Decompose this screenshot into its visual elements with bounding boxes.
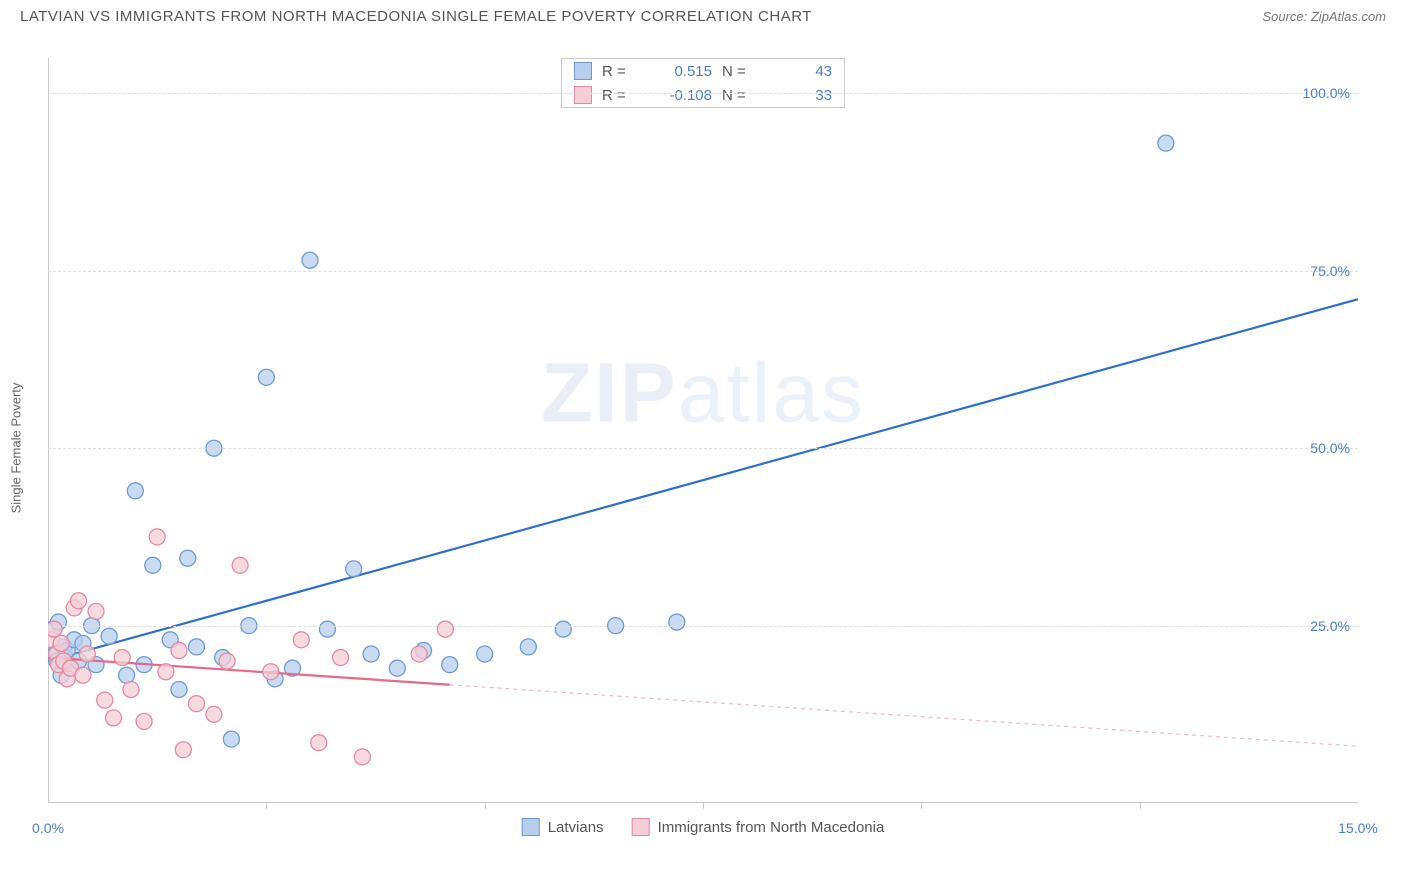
x-tick-mark	[1140, 803, 1141, 809]
legend-r-label: R =	[602, 63, 638, 80]
chart-title: LATVIAN VS IMMIGRANTS FROM NORTH MACEDON…	[20, 8, 812, 25]
scatter-svg	[48, 58, 1358, 803]
x-tick-mark	[921, 803, 922, 809]
plot-area: Single Female Poverty ZIPatlas R =0.515N…	[48, 58, 1358, 838]
series-legend: Latvians Immigrants from North Macedonia	[522, 818, 885, 836]
x-tick-mark	[266, 803, 267, 809]
legend-swatch	[574, 86, 592, 104]
legend-swatch	[574, 62, 592, 80]
gridline	[48, 626, 1358, 627]
x-tick-label: 15.0%	[1338, 820, 1378, 836]
legend-n-label: N =	[722, 63, 758, 80]
chart-header: LATVIAN VS IMMIGRANTS FROM NORTH MACEDON…	[0, 0, 1406, 33]
series-legend-label: Immigrants from North Macedonia	[658, 819, 885, 836]
gridline	[48, 93, 1358, 94]
series-legend-item: Immigrants from North Macedonia	[632, 818, 885, 836]
x-tick-label: 0.0%	[32, 820, 64, 836]
legend-r-value: -0.108	[648, 87, 712, 104]
y-tick-label: 75.0%	[1310, 263, 1350, 279]
correlation-legend: R = 0.515 N = 43 R = -0.108 N = 33	[561, 58, 845, 108]
y-tick-label: 25.0%	[1310, 618, 1350, 634]
legend-swatch	[522, 818, 540, 836]
y-tick-label: 100.0%	[1303, 85, 1350, 101]
y-tick-label: 50.0%	[1310, 440, 1350, 456]
legend-swatch	[632, 818, 650, 836]
legend-r-value: 0.515	[648, 63, 712, 80]
legend-n-value: 33	[768, 87, 832, 104]
x-tick-mark	[703, 803, 704, 809]
gridline	[48, 448, 1358, 449]
source-attribution: Source: ZipAtlas.com	[1262, 9, 1386, 24]
legend-row: R = -0.108 N = 33	[562, 83, 844, 107]
series-legend-label: Latvians	[548, 819, 604, 836]
legend-n-value: 43	[768, 63, 832, 80]
legend-r-label: R =	[602, 87, 638, 104]
x-tick-mark	[485, 803, 486, 809]
legend-n-label: N =	[722, 87, 758, 104]
gridline	[48, 271, 1358, 272]
legend-row: R = 0.515 N = 43	[562, 59, 844, 83]
y-axis-label: Single Female Poverty	[9, 383, 24, 514]
series-legend-item: Latvians	[522, 818, 604, 836]
